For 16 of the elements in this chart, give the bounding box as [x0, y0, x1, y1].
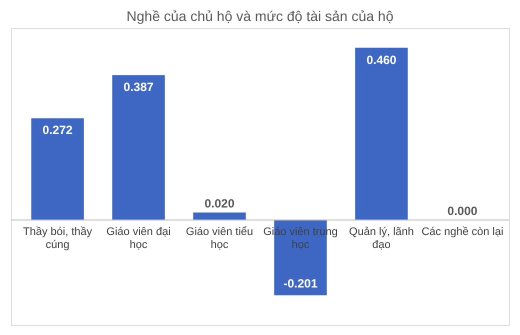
x-tick-label: Giáo viên tiểu học	[186, 226, 254, 252]
data-label: -0.201	[283, 276, 318, 290]
x-tick-label: Quản lý, lãnh đạo	[349, 226, 414, 252]
bar	[31, 118, 84, 220]
x-tick-label: Thầy bói, thầy cúng	[23, 226, 93, 252]
bar	[193, 212, 246, 220]
data-label: 0.272	[42, 123, 73, 138]
bar	[355, 48, 408, 220]
chart-title: Nghề của chủ hộ và mức độ tài sản của hộ	[126, 8, 394, 24]
bar	[112, 75, 165, 220]
data-label: 0.387	[124, 80, 154, 94]
data-label: 0.020	[204, 196, 235, 211]
x-tick-label: Giáo viên đại học	[106, 226, 171, 252]
data-label: 0.460	[366, 52, 397, 67]
x-tick-label: Các nghề còn lại	[421, 226, 504, 238]
data-label: 0.000	[447, 204, 478, 218]
